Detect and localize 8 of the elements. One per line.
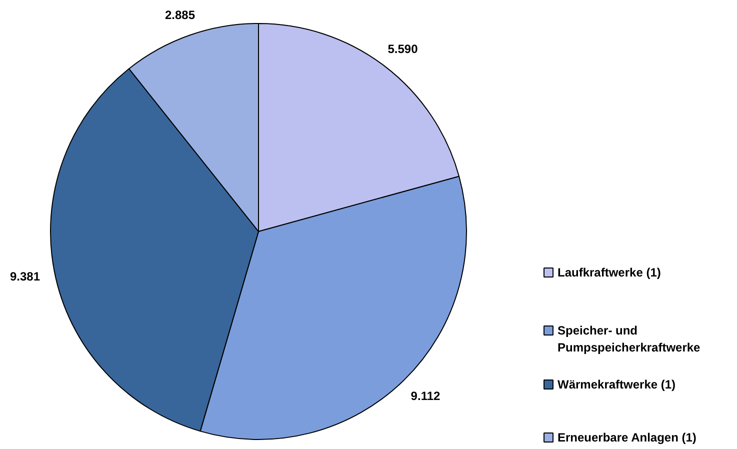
data-label: 5.590 — [388, 42, 418, 56]
data-label: 2.885 — [164, 8, 196, 22]
legend-label: Speicher- und Pumpspeicherkraftwerke — [558, 324, 701, 354]
legend-label: Laufkraftwerke (1) — [558, 266, 661, 280]
data-label: 9.112 — [410, 388, 440, 403]
data-label: 9.381 — [10, 269, 40, 284]
legend-label: Erneuerbare Anlagen (1) — [558, 430, 696, 444]
legend-label: Wärmekraftwerke (1) — [558, 378, 676, 392]
